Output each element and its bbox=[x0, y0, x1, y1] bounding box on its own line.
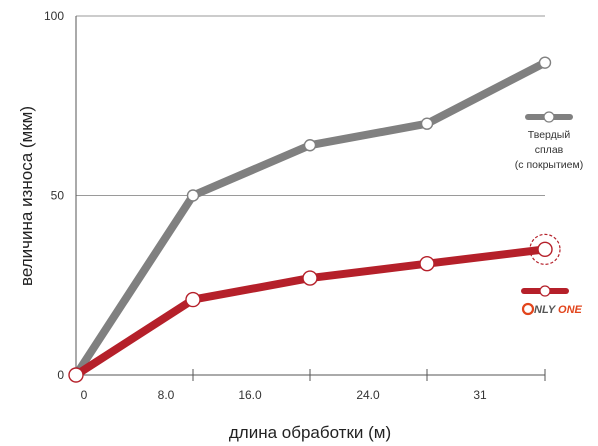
legend-label-line-1: Твердый bbox=[528, 129, 571, 141]
series-1-point bbox=[419, 256, 435, 272]
series-0-point bbox=[186, 189, 200, 202]
logo-ring-icon bbox=[521, 302, 535, 316]
logo-lettering: NLY ONE bbox=[534, 304, 583, 316]
series-1-point bbox=[302, 270, 318, 286]
series-layer bbox=[68, 56, 553, 383]
y-ticks: 0 50 100 bbox=[44, 9, 64, 382]
x-tick-label: 16.0 bbox=[238, 388, 262, 402]
gridlines bbox=[76, 15, 545, 196]
legend-marker-carbide bbox=[543, 111, 555, 123]
series-1-point bbox=[537, 241, 553, 258]
series-1-point bbox=[185, 291, 201, 308]
y-tick-label: 100 bbox=[44, 9, 64, 23]
series-0-point bbox=[538, 56, 552, 69]
series-0-point bbox=[420, 117, 434, 130]
x-tick-label: 0 bbox=[81, 388, 88, 402]
legend-item-only-one: NLY ONE bbox=[521, 285, 583, 316]
x-tick-label: 8.0 bbox=[158, 388, 175, 402]
highlight-ring bbox=[529, 233, 561, 265]
series-0-point bbox=[303, 139, 317, 152]
only-one-logo-icon: NLY ONE bbox=[521, 302, 583, 316]
legend: Твердый сплав (с покрытием) NLY ONE bbox=[515, 111, 583, 316]
legend-label-line-3: (с покрытием) bbox=[515, 159, 583, 171]
legend-item-carbide: Твердый сплав (с покрытием) bbox=[515, 111, 583, 171]
series-1-point bbox=[68, 367, 84, 383]
legend-label-line-2: сплав bbox=[535, 144, 564, 156]
x-tick-label: 31 bbox=[473, 388, 487, 402]
y-axis-title: величина износа (мкм) bbox=[17, 106, 36, 286]
x-ticks: 0 8.0 16.0 24.0 31 bbox=[81, 369, 546, 402]
y-tick-label: 50 bbox=[51, 189, 65, 203]
x-tick-label: 24.0 bbox=[356, 388, 380, 402]
legend-marker-only-one bbox=[539, 285, 551, 297]
x-axis-title: длина обработки (м) bbox=[229, 423, 391, 442]
y-tick-label: 0 bbox=[57, 368, 64, 382]
